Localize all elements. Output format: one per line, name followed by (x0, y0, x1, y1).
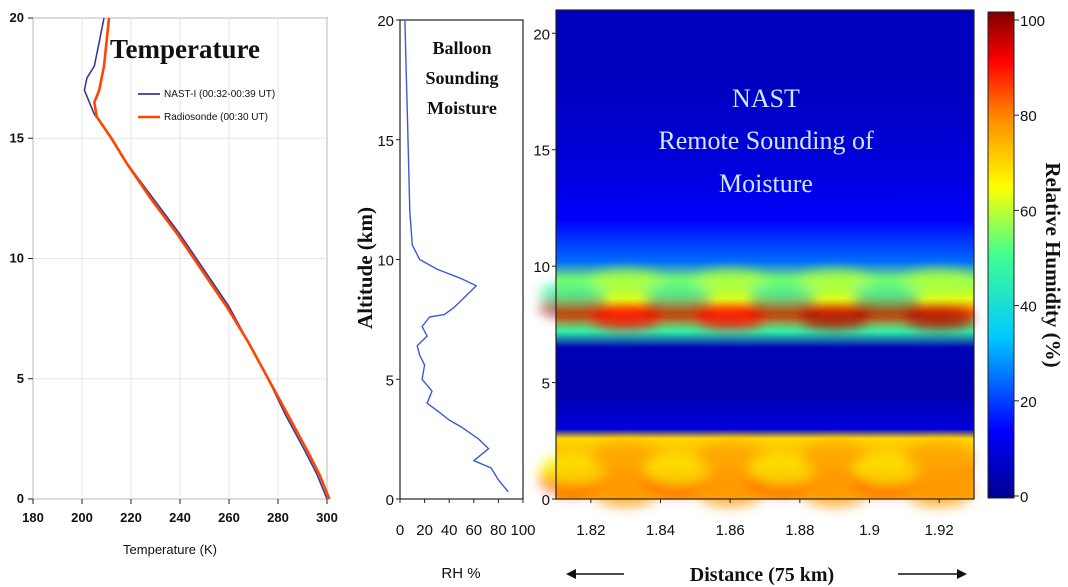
temp-x-tick-label: 260 (218, 510, 240, 525)
series-line-radiosonde (93, 17, 331, 500)
nast-x-tick-label: 1.86 (716, 522, 745, 539)
colorbar-gradient (987, 11, 1015, 499)
temperature-y-ticks: 0 5 10 15 20 (10, 10, 33, 506)
nast-y-tick-label: 20 (533, 26, 550, 43)
rh-x-tick-label: 100 (510, 522, 535, 539)
nast-y-ticks: 0 5 10 15 20 (533, 26, 556, 509)
colorbar-tick-label: 100 (1020, 13, 1045, 30)
colorbar-label: Relative Humidity (%) (1041, 162, 1065, 367)
series-line-nast-i (83, 17, 328, 500)
rh-x-tick-label: 80 (490, 522, 507, 539)
heatmap-cell (696, 442, 765, 475)
temperature-gridlines (32, 17, 328, 500)
nast-y-tick-label: 10 (533, 259, 550, 276)
nast-panel: 0 5 10 15 20 1.82 1.84 1.86 1.88 1.9 1.92 NAST Re… (533, 9, 975, 586)
temperature-title: Temperature (110, 34, 260, 64)
heatmap-cell (696, 270, 765, 293)
colorbar-tick-label: 20 (1020, 394, 1037, 411)
legend-label-radiosonde: Radiosonde (00:30 UT) (164, 112, 268, 123)
heatmap-cell (800, 307, 869, 330)
heatmap-cell (696, 307, 765, 330)
nast-heatmap-features (539, 270, 974, 507)
series-line-balloon-rh (404, 19, 509, 493)
heatmap-cell (800, 270, 869, 293)
nast-title-line-1: NAST (732, 84, 800, 113)
balloon-rh-line (404, 19, 509, 493)
nast-y-tick-label: 0 (542, 492, 550, 509)
heatmap-cell (643, 453, 712, 486)
nast-x-tick-label: 1.84 (646, 522, 675, 539)
temperature-series-lines (83, 17, 331, 500)
rh-x-tick-label: 20 (416, 522, 433, 539)
nast-y-tick-label: 5 (542, 376, 550, 393)
colorbar-tick-label: 0 (1020, 489, 1028, 506)
rh-y-tick-label: 15 (377, 133, 394, 150)
heatmap-cell (748, 453, 817, 486)
heatmap-cell (852, 453, 921, 486)
temperature-x-ticks: 180 200 220 240 260 280 300 (22, 499, 338, 525)
balloon-panel: 0 20 40 60 80 100 0 5 10 15 20 Balloon Sounding M… (353, 13, 536, 582)
temp-y-tick-label: 15 (10, 130, 24, 145)
colorbar-tick-label: 80 (1020, 108, 1037, 125)
nast-title-line-3: Moisture (719, 169, 813, 198)
balloon-y-ticks: 0 5 10 15 20 (377, 13, 400, 509)
temp-y-tick-label: 20 (10, 10, 24, 25)
temp-x-tick-label: 220 (120, 510, 142, 525)
nast-x-tick-label: 1.82 (576, 522, 605, 539)
legend-label-nast-i: NAST-I (00:32-00:39 UT) (164, 89, 275, 100)
heatmap-cell (591, 270, 660, 293)
temp-x-tick-label: 200 (71, 510, 93, 525)
temp-x-tick-label: 280 (267, 510, 289, 525)
distance-axis-label: Distance (75 km) (690, 564, 834, 586)
balloon-title-line-2: Sounding (425, 68, 498, 88)
balloon-x-ticks: 0 20 40 60 80 100 (396, 499, 536, 539)
nast-y-tick-label: 15 (533, 143, 550, 160)
rh-y-tick-label: 5 (386, 372, 394, 389)
colorbar-tick-label: 40 (1020, 299, 1037, 316)
rh-x-tick-label: 0 (396, 522, 404, 539)
balloon-title-line-3: Moisture (427, 98, 497, 118)
temp-x-tick-label: 180 (22, 510, 44, 525)
colorbar-ticks: 0 20 40 60 80 100 (1014, 13, 1045, 506)
nast-title-line-2: Remote Sounding of (658, 126, 874, 155)
nast-x-ticks: 1.82 1.84 1.86 1.88 1.9 1.92 (576, 499, 954, 539)
distance-left-arrowhead (566, 569, 576, 579)
heatmap-cell (643, 281, 712, 304)
temp-x-tick-label: 300 (316, 510, 338, 525)
distance-right-arrowhead (957, 569, 967, 579)
temp-y-tick-label: 0 (17, 491, 24, 506)
nast-plot-frame (555, 9, 975, 500)
temp-x-tick-label: 240 (169, 510, 191, 525)
altitude-axis-label: Altitude (km) (353, 207, 377, 329)
nast-x-tick-label: 1.88 (785, 522, 814, 539)
heatmap-cell (591, 442, 660, 475)
colorbar: 0 20 40 60 80 100 Relative Humidity (%) (987, 11, 1065, 506)
heatmap-cell (905, 307, 974, 330)
temperature-panel: 180 200 220 240 260 280 300 0 5 10 15 20 Temperatu… (10, 10, 338, 557)
heatmap-cell (800, 442, 869, 475)
heatmap-cell (591, 307, 660, 330)
rh-y-tick-label: 20 (377, 13, 394, 30)
balloon-title-line-1: Balloon (432, 38, 491, 58)
colorbar-tick-label: 60 (1020, 203, 1037, 220)
heatmap-cell (852, 281, 921, 304)
heatmap-cell (905, 442, 974, 475)
temperature-x-axis-label: Temperature (K) (123, 542, 217, 557)
rh-y-tick-label: 10 (377, 253, 394, 270)
rh-y-tick-label: 0 (386, 492, 394, 509)
rh-x-tick-label: 40 (441, 522, 458, 539)
rh-x-tick-label: 60 (465, 522, 482, 539)
nast-x-tick-label: 1.9 (859, 522, 880, 539)
heatmap-cell (905, 270, 974, 293)
nast-heatmap-background (556, 10, 974, 499)
temp-y-tick-label: 5 (17, 371, 24, 386)
nast-x-tick-label: 1.92 (925, 522, 954, 539)
rh-axis-label: RH % (441, 565, 480, 582)
heatmap-cell (748, 281, 817, 304)
temp-y-tick-label: 10 (10, 251, 24, 266)
